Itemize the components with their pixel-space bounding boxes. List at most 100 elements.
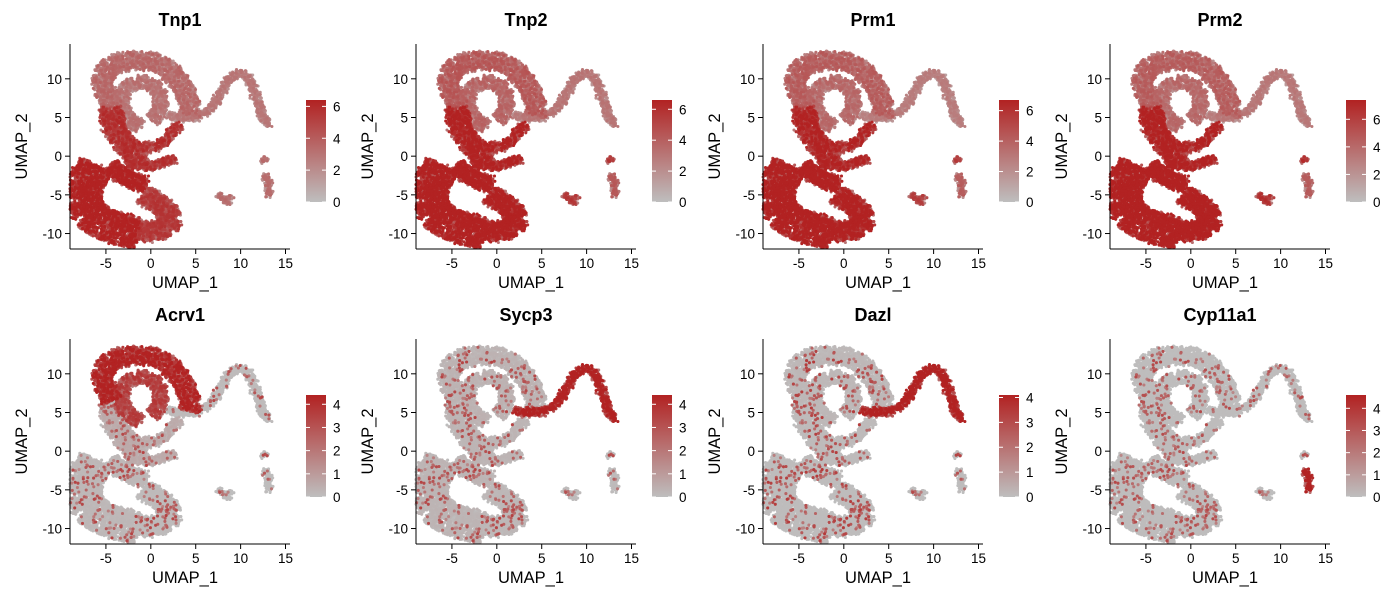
cell-point [253, 91, 256, 94]
cell-point [129, 86, 132, 89]
cell-point [232, 78, 235, 81]
cell-point [154, 105, 157, 108]
cell-point [176, 113, 179, 116]
cell-point [248, 75, 251, 78]
cell-point [122, 82, 125, 85]
cell-point [164, 105, 167, 108]
cell-point [259, 96, 262, 99]
cell-point [270, 125, 273, 128]
cell-point [259, 93, 262, 96]
cell-point [125, 86, 128, 89]
cell-point [129, 127, 132, 130]
cell-point [232, 196, 235, 199]
cell-point [156, 82, 159, 85]
cell-point [235, 72, 238, 75]
cell-point [247, 82, 250, 85]
cell-point [164, 91, 167, 94]
cell-point [215, 91, 218, 94]
cell-point [134, 118, 137, 121]
cell-point [210, 104, 213, 107]
umap-panel-0: Tnp1 -5 0 5 10 15 -10 -5 0 5 10 UMAP_1 UMAP_2 0 2 4 6 [0, 0, 346, 296]
cell-point [137, 118, 140, 121]
cell-point [151, 79, 154, 82]
cell-point [95, 69, 98, 72]
cell-point [145, 76, 148, 79]
cell-point [153, 86, 156, 89]
cell-point [158, 106, 161, 109]
cell-point [137, 120, 140, 123]
cell-point [235, 68, 238, 71]
cell-point [260, 115, 263, 118]
cell-point [125, 89, 128, 92]
cell-point [182, 115, 185, 118]
cell-point [177, 118, 180, 121]
cell-point [219, 102, 222, 105]
cell-point [152, 109, 155, 112]
cell-point [243, 76, 246, 79]
cell-point [131, 79, 134, 82]
cell-point [128, 106, 131, 109]
cell-point [219, 97, 222, 100]
cell-point [155, 97, 158, 100]
cell-point [253, 96, 256, 99]
cell-point [233, 76, 236, 79]
cell-point [266, 159, 269, 162]
cell-point [264, 195, 267, 198]
cell-point [126, 95, 129, 98]
cell-point [182, 117, 185, 120]
cell-point [137, 123, 140, 126]
cell-point [120, 88, 123, 91]
cell-point [175, 63, 178, 66]
cell-point [224, 77, 227, 80]
cell-point [128, 89, 131, 92]
cell-point [157, 103, 160, 106]
cell-point [140, 126, 143, 129]
cell-point [252, 82, 255, 85]
cell-point [249, 94, 252, 97]
cell-point [151, 119, 154, 122]
cell-point [260, 111, 263, 114]
cell-point [121, 91, 124, 94]
cell-point [189, 116, 192, 119]
cell-point [163, 111, 166, 114]
cell-point [198, 110, 201, 113]
cell-point [184, 119, 187, 122]
cell-point [219, 88, 222, 91]
cell-point [244, 69, 247, 72]
cell-point [168, 116, 171, 119]
cell-point [262, 114, 265, 117]
cell-point [221, 81, 224, 84]
cell-point [212, 104, 215, 107]
cell-point [207, 112, 210, 115]
cell-point [165, 95, 168, 98]
cell-point [159, 86, 162, 89]
cell-point [149, 114, 152, 117]
cell-point [153, 115, 156, 118]
cell-point [118, 91, 121, 94]
cell-point [262, 155, 265, 158]
cell-point [151, 97, 154, 100]
cell-point [224, 80, 227, 83]
panel-title: Tnp1 [159, 10, 202, 30]
cell-point [152, 90, 155, 93]
cell-point [256, 108, 259, 111]
cell-point [252, 87, 255, 90]
cell-point [261, 100, 264, 103]
cell-point [256, 101, 259, 104]
cell-point [151, 100, 154, 103]
cell-point [149, 112, 152, 115]
cell-point [256, 111, 259, 114]
cell-point [129, 120, 132, 123]
cell-point [149, 84, 152, 87]
cell-point [260, 106, 263, 109]
cell-point [161, 95, 164, 98]
cell-point [215, 95, 218, 98]
cell-point [123, 96, 126, 99]
cell-point [164, 100, 167, 103]
cell-point [124, 103, 127, 106]
cell-point [152, 94, 155, 97]
cell-point [168, 113, 171, 116]
cell-point [133, 87, 136, 90]
